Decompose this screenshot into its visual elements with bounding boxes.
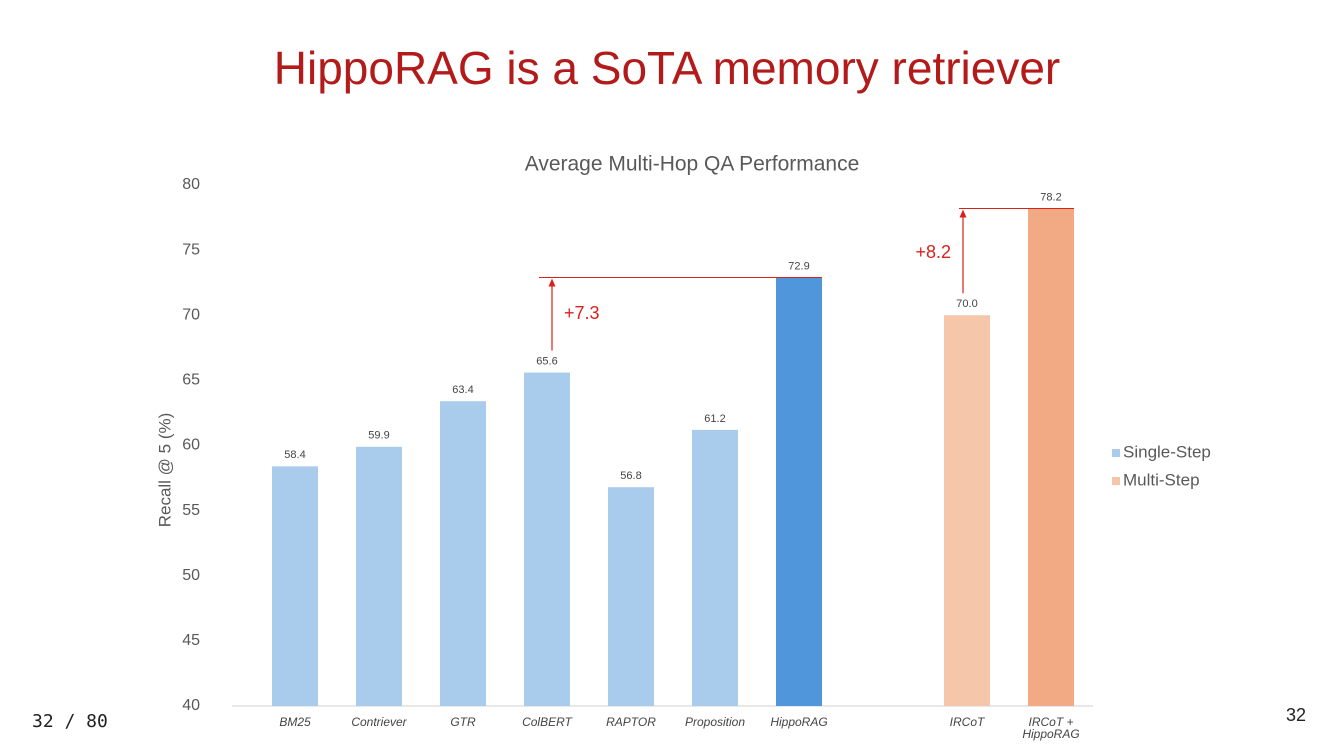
data-label: 70.0 [956, 298, 977, 310]
y-tick-label: 55 [182, 502, 200, 519]
legend-label: Multi-Step [1123, 470, 1200, 489]
page-number: 32 [1286, 705, 1306, 725]
x-tick-label: Proposition [684, 715, 746, 729]
y-tick-label: 60 [182, 437, 200, 454]
bar [440, 401, 486, 706]
bar [776, 277, 822, 706]
x-tick-label: GTR [450, 715, 476, 729]
y-tick-label: 45 [182, 632, 200, 649]
annotation-label: +8.2 [915, 242, 951, 262]
x-tick-label: IRCoT [949, 715, 985, 729]
x-tick-label: RAPTOR [606, 715, 656, 729]
bar [356, 446, 402, 706]
x-tick-label: Contriever [351, 715, 407, 729]
bar [608, 487, 654, 706]
x-tick-label: IRCoT + HippoRAG [1022, 715, 1080, 741]
legend-label: Single-Step [1123, 442, 1211, 461]
y-tick-label: 40 [182, 697, 200, 714]
data-label: 63.4 [452, 384, 473, 396]
page-counter: 32 / 80 [32, 711, 108, 732]
data-label: 56.8 [620, 470, 641, 482]
data-label: 58.4 [284, 449, 305, 461]
y-tick-label: 70 [182, 306, 200, 323]
data-label: 65.6 [536, 355, 557, 367]
x-tick-label: BM25 [279, 715, 311, 729]
bar [1028, 208, 1074, 706]
legend-swatch [1112, 477, 1120, 485]
y-tick-label: 65 [182, 372, 200, 389]
y-tick-label: 50 [182, 567, 200, 584]
annotation-label: +7.3 [564, 303, 600, 323]
bar [524, 372, 570, 706]
y-axis-label: Recall @ 5 (%) [155, 413, 174, 528]
annotation-arrowhead [548, 278, 556, 287]
legend-swatch [1112, 449, 1120, 457]
slide-title: HippoRAG is a SoTA memory retriever [274, 42, 1061, 94]
data-label: 78.2 [1040, 191, 1061, 203]
y-tick-label: 75 [182, 241, 200, 258]
data-label: 61.2 [704, 413, 725, 425]
bar [272, 466, 318, 706]
bar [944, 315, 990, 706]
y-tick-label: 80 [182, 176, 200, 193]
data-label: 59.9 [368, 430, 389, 442]
annotation-arrowhead [959, 209, 967, 218]
x-tick-label: ColBERT [522, 715, 572, 729]
bar [692, 429, 738, 706]
x-tick-label: HippoRAG [770, 715, 828, 729]
chart-title: Average Multi-Hop QA Performance [525, 153, 860, 176]
data-label: 72.9 [788, 260, 809, 272]
